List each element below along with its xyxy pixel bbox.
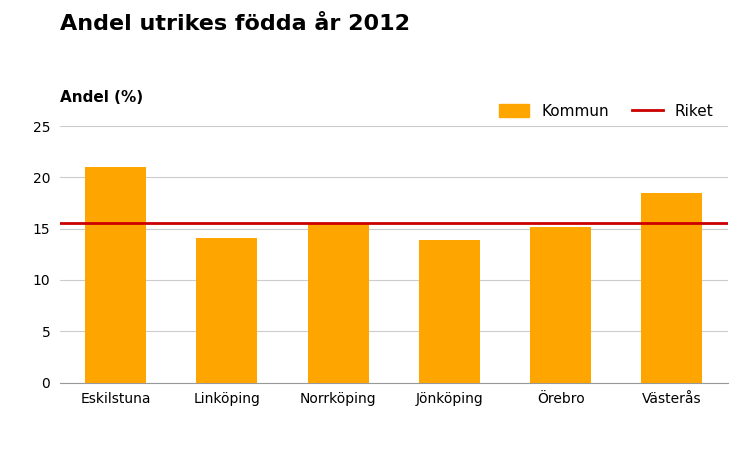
Bar	[308, 224, 369, 382]
Bar	[641, 193, 703, 382]
Bar	[85, 167, 146, 382]
Legend: Kommun, Riket: Kommun, Riket	[493, 98, 720, 125]
Text: Andel (%): Andel (%)	[60, 90, 143, 105]
Bar	[196, 238, 257, 382]
Bar	[530, 226, 591, 382]
Text: Andel utrikes födda år 2012: Andel utrikes födda år 2012	[60, 14, 410, 33]
Bar	[419, 240, 480, 382]
